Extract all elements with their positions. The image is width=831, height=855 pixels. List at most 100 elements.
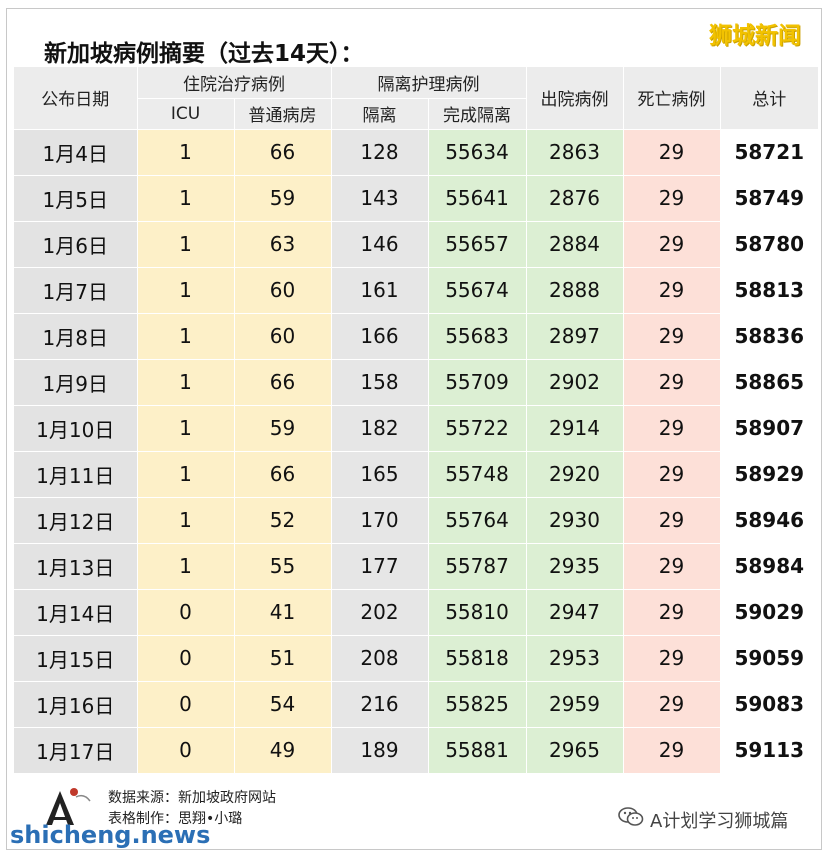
cell-iso: 208 — [331, 635, 429, 682]
cell-ward: 59 — [234, 405, 332, 452]
header-date: 公布日期 — [14, 67, 138, 130]
cell-icu: 0 — [137, 681, 235, 728]
cell-iso: 146 — [331, 221, 429, 268]
cell-dis: 2965 — [526, 727, 624, 774]
cell-iso: 216 — [331, 681, 429, 728]
footer-maker: 表格制作：思翔•小璐 — [108, 811, 243, 827]
cell-date: 1月10日 — [14, 405, 138, 452]
cases-table: 公布日期 住院治疗病例 隔离护理病例 出院病例 死亡病例 总计 ICU 普通病房… — [14, 67, 818, 774]
cell-total: 58907 — [720, 405, 818, 452]
cell-death: 29 — [623, 543, 721, 590]
cell-iso: 143 — [331, 175, 429, 222]
cell-dis: 2902 — [526, 359, 624, 406]
cell-ward: 66 — [234, 359, 332, 406]
cell-dis: 2953 — [526, 635, 624, 682]
site-watermark: shicheng.news — [10, 821, 211, 849]
wechat-account-name: A计划学习狮城篇 — [650, 810, 789, 832]
cell-ward: 52 — [234, 497, 332, 544]
cell-total: 59083 — [720, 681, 818, 728]
cell-date: 1月14日 — [14, 589, 138, 636]
cell-dis: 2863 — [526, 129, 624, 176]
header-hospital-group: 住院治疗病例 — [137, 67, 332, 99]
cell-death: 29 — [623, 359, 721, 406]
cell-dis: 2930 — [526, 497, 624, 544]
cell-total: 58946 — [720, 497, 818, 544]
wechat-account: A计划学习狮城篇 — [618, 806, 788, 833]
cell-done: 55748 — [428, 451, 527, 498]
cell-iso: 161 — [331, 267, 429, 314]
cell-ward: 55 — [234, 543, 332, 590]
cell-icu: 1 — [137, 313, 235, 360]
cell-date: 1月11日 — [14, 451, 138, 498]
cell-ward: 66 — [234, 451, 332, 498]
cell-icu: 1 — [137, 221, 235, 268]
cell-iso: 177 — [331, 543, 429, 590]
header-isolation-group: 隔离护理病例 — [331, 67, 527, 99]
cell-ward: 60 — [234, 267, 332, 314]
cell-total: 58865 — [720, 359, 818, 406]
cell-done: 55683 — [428, 313, 527, 360]
cell-death: 29 — [623, 405, 721, 452]
table-row: 1月7日 1 60 161 55674 2888 29 58813 — [14, 267, 818, 314]
cell-icu: 1 — [137, 129, 235, 176]
table-row: 1月13日 1 55 177 55787 2935 29 58984 — [14, 543, 818, 590]
cell-ward: 41 — [234, 589, 332, 636]
header-general-ward: 普通病房 — [234, 98, 332, 130]
cell-death: 29 — [623, 635, 721, 682]
cell-death: 29 — [623, 267, 721, 314]
cell-dis: 2959 — [526, 681, 624, 728]
wechat-icon — [618, 806, 644, 833]
table-row: 1月16日 0 54 216 55825 2959 29 59083 — [14, 681, 818, 728]
cell-iso: 128 — [331, 129, 429, 176]
cell-icu: 1 — [137, 405, 235, 452]
cell-dis: 2884 — [526, 221, 624, 268]
cell-death: 29 — [623, 727, 721, 774]
cell-ward: 60 — [234, 313, 332, 360]
header-icu: ICU — [137, 98, 235, 130]
cell-date: 1月16日 — [14, 681, 138, 728]
cell-done: 55709 — [428, 359, 527, 406]
cell-iso: 189 — [331, 727, 429, 774]
cell-ward: 59 — [234, 175, 332, 222]
header-deaths: 死亡病例 — [623, 67, 721, 130]
cell-date: 1月13日 — [14, 543, 138, 590]
cell-death: 29 — [623, 129, 721, 176]
cell-iso: 202 — [331, 589, 429, 636]
cell-total: 59113 — [720, 727, 818, 774]
cell-ward: 66 — [234, 129, 332, 176]
table-row: 1月6日 1 63 146 55657 2884 29 58780 — [14, 221, 818, 268]
cell-done: 55641 — [428, 175, 527, 222]
cell-iso: 170 — [331, 497, 429, 544]
cell-date: 1月4日 — [14, 129, 138, 176]
cell-total: 58984 — [720, 543, 818, 590]
header-isolation: 隔离 — [331, 98, 429, 130]
cell-total: 58929 — [720, 451, 818, 498]
cell-done: 55634 — [428, 129, 527, 176]
table-row: 1月17日 0 49 189 55881 2965 29 59113 — [14, 727, 818, 774]
cell-iso: 182 — [331, 405, 429, 452]
cell-death: 29 — [623, 313, 721, 360]
cell-death: 29 — [623, 451, 721, 498]
cell-icu: 1 — [137, 543, 235, 590]
cell-iso: 166 — [331, 313, 429, 360]
footer-source: 数据来源：新加坡政府网站 — [108, 790, 276, 806]
cell-ward: 49 — [234, 727, 332, 774]
cell-done: 55818 — [428, 635, 527, 682]
header-total: 总计 — [720, 67, 818, 130]
table-row: 1月12日 1 52 170 55764 2930 29 58946 — [14, 497, 818, 544]
cell-date: 1月8日 — [14, 313, 138, 360]
cell-death: 29 — [623, 175, 721, 222]
header-completed-isolation: 完成隔离 — [428, 98, 527, 130]
cell-icu: 0 — [137, 589, 235, 636]
cell-total: 58749 — [720, 175, 818, 222]
cell-date: 1月15日 — [14, 635, 138, 682]
cell-done: 55825 — [428, 681, 527, 728]
cell-icu: 1 — [137, 359, 235, 406]
table-row: 1月4日 1 66 128 55634 2863 29 58721 — [14, 129, 818, 176]
cell-done: 55787 — [428, 543, 527, 590]
a-logo-icon — [40, 783, 102, 833]
footer: 数据来源：新加坡政府网站 表格制作：思翔•小璐 — [108, 788, 276, 830]
brand-watermark: 狮城新闻 — [709, 23, 801, 49]
cell-total: 58780 — [720, 221, 818, 268]
page-title: 新加坡病例摘要（过去14天）： — [44, 41, 364, 67]
